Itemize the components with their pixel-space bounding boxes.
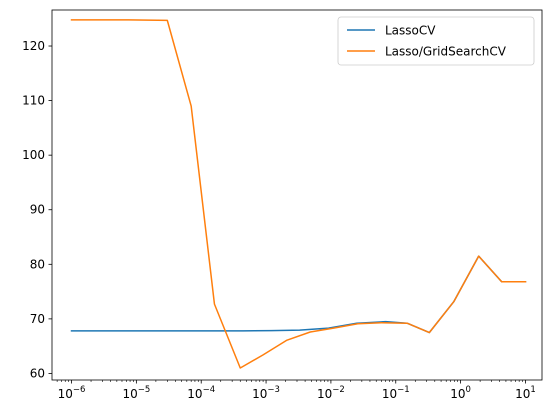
series-line-lasso-gridsearchcv [70,19,527,369]
x-tick-label: 10−3 [252,385,280,401]
plot-lines [70,19,527,369]
y-tick-label: 60 [30,366,45,380]
x-tick-label: 10−4 [187,385,215,401]
y-tick-label: 70 [30,312,45,326]
x-tick-label: 10−2 [317,385,345,401]
x-axis: 10−6 10−5 10−4 10−3 10−2 10−1 100 101 [56,380,536,401]
y-tick-label: 90 [30,203,45,217]
y-axis: 60 70 80 90 100 110 120 [22,39,52,380]
legend-box [337,16,535,66]
y-tick-label: 80 [30,257,45,271]
x-tick-label: 101 [515,385,536,401]
x-tick-label: 10−6 [58,385,86,401]
legend-label: LassoCV [385,24,436,38]
x-tick-label: 10−1 [382,385,410,401]
x-tick-label: 100 [450,385,471,401]
x-tick-label: 10−5 [122,385,150,401]
y-tick-label: 110 [22,94,45,108]
y-tick-label: 120 [22,39,45,53]
y-tick-label: 100 [22,148,45,162]
legend-label: Lasso/GridSearchCV [385,45,507,59]
legend: LassoCV Lasso/GridSearchCV [337,16,535,66]
